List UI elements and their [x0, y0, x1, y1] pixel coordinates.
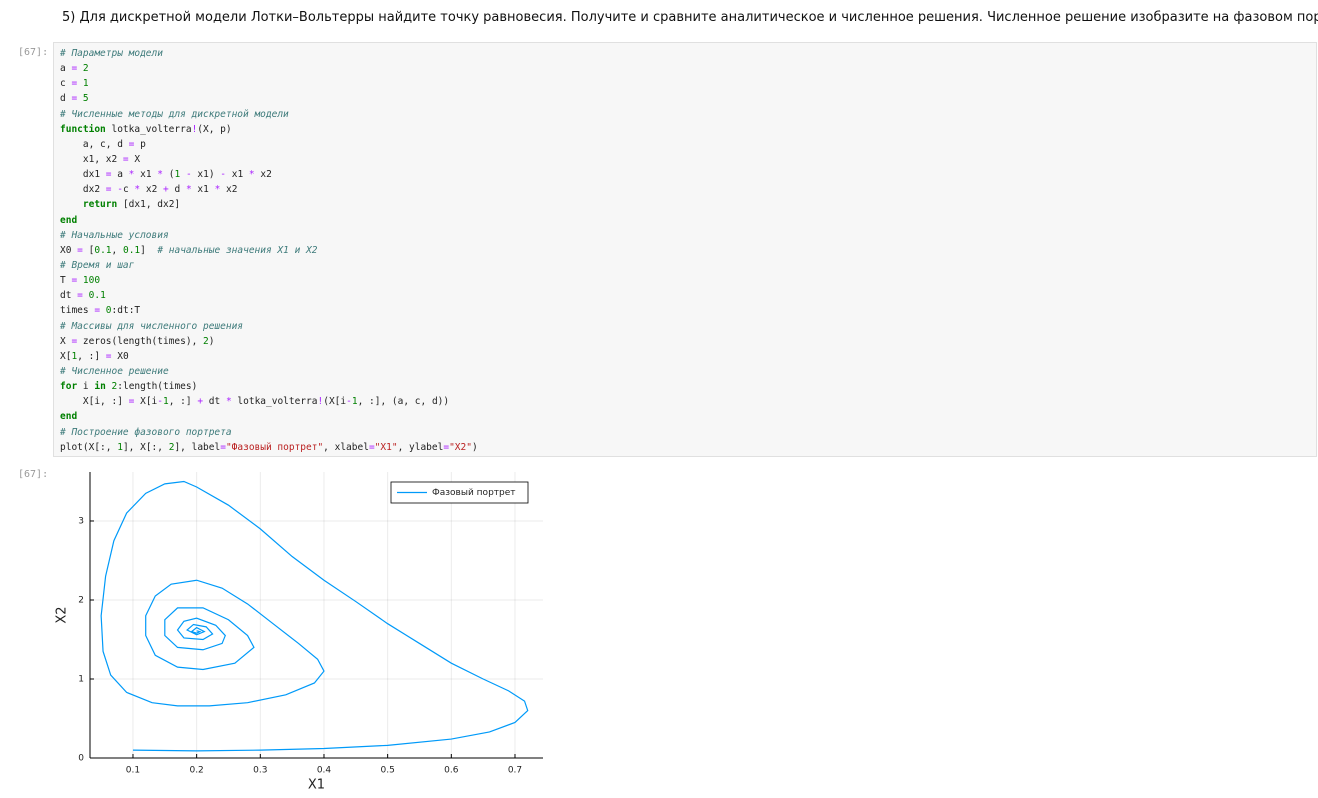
code-line: function lotka_volterra!(X, p): [60, 123, 232, 135]
y-tick-label: 3: [78, 516, 84, 526]
code-line: plot(X[:, 1], X[:, 2], label="Фазовый по…: [60, 441, 478, 453]
code-line: times = 0:dt:T: [60, 305, 141, 317]
code-line: # Начальные условия: [60, 229, 169, 241]
markdown-text: 5) Для дискретной модели Лотки–Вольтерры…: [62, 10, 1318, 25]
plot: 0.1 0.2 0.3 0.4 0.5 0.6 0.7 0 1 2 3 X1 X2 Фазовый пор…: [55, 472, 543, 793]
code-cell[interactable]: # Параметры модели a = 2 c = 1 d = 5 # Числе…: [53, 42, 1317, 457]
code-line: c = 1: [60, 78, 89, 90]
code-line: X0 = [0.1, 0.1] # начальные значения X1 …: [60, 244, 318, 256]
code-line: X[1, :] = X0: [60, 350, 129, 362]
code-line: # Построение фазового портрета: [60, 426, 232, 438]
y-tick-label: 2: [78, 595, 84, 605]
y-tick-label: 1: [78, 674, 84, 684]
code-line: dx2 = -c * x2 + d * x1 * x2: [60, 184, 238, 196]
code-line: for i in 2:length(times): [60, 381, 198, 393]
code-line: # Время и шаг: [60, 259, 135, 271]
x-tick-label: 0.1: [126, 766, 140, 776]
code-line: # Параметры модели: [60, 48, 163, 59]
x-tick-label: 0.3: [253, 766, 267, 776]
code-line: end: [60, 411, 78, 423]
code-line: dx1 = a * x1 * (1 - x1) - x1 * x2: [60, 169, 272, 181]
legend-box: [390, 481, 529, 504]
code-line: end: [60, 214, 78, 226]
x-axis-label: X1: [308, 778, 325, 793]
code-line: # Массивы для численного решения: [60, 320, 244, 332]
series-line: [100, 480, 529, 752]
code-line: T = 100: [60, 275, 101, 287]
x-tick-label: 0.4: [317, 766, 332, 776]
code-line: a, c, d = p: [60, 138, 146, 150]
code-line: dt = 0.1: [60, 290, 106, 302]
x-tick-label: 0.7: [508, 766, 522, 776]
code-line: X[i, :] = X[i-1, :] + dt * lotka_volterr…: [60, 396, 450, 408]
code-line: a = 2: [60, 63, 89, 75]
code-line: # Численные методы для дискретной модели: [60, 108, 289, 120]
legend-label: Фазовый портрет: [432, 488, 516, 498]
code-line: # Численное решение: [60, 365, 169, 377]
code-line: d = 5: [60, 93, 89, 105]
x-tick-label: 0.2: [189, 766, 203, 776]
code-line: return [dx1, dx2]: [82, 199, 181, 211]
y-tick-label: 0: [78, 754, 84, 764]
x-tick-label: 0.6: [444, 766, 459, 776]
y-axis-label: X2: [55, 606, 70, 623]
code-line: X = zeros(length(times), 2): [60, 335, 215, 347]
input-prompt: [67]:: [18, 47, 49, 58]
output-prompt: [67]:: [18, 469, 49, 480]
code-line: x1, x2 = X: [60, 153, 141, 165]
x-tick-label: 0.5: [380, 766, 394, 776]
